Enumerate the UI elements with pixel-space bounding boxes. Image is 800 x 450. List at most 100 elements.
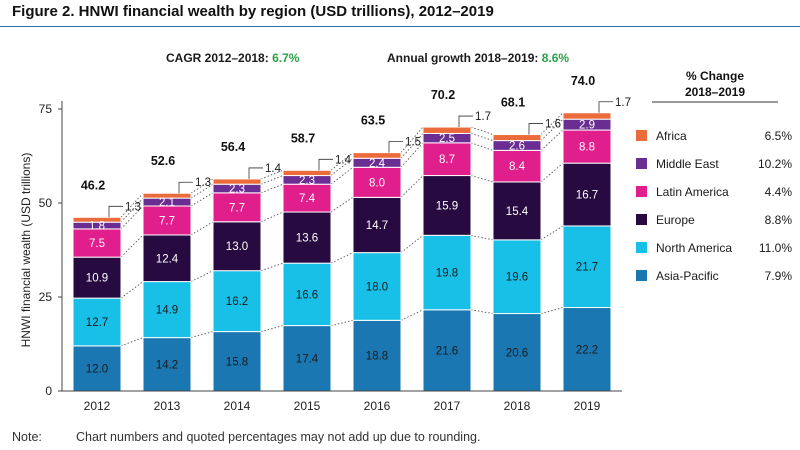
data-label-middle-east: 2.1 [159, 197, 175, 209]
data-label-africa: 1.6 [545, 119, 561, 131]
data-label-north-america: 16.6 [296, 289, 318, 301]
cagr-label-text: CAGR 2012–2018: [166, 51, 269, 65]
total-label: 63.5 [361, 114, 385, 128]
data-label-africa: 1.4 [335, 154, 352, 166]
bar-north-america-2018 [492, 239, 542, 315]
growth-value: 8.6% [542, 51, 570, 65]
connector-line [330, 252, 354, 264]
data-label-latin-america: 8.7 [439, 154, 455, 166]
bar-africa-2018 [492, 134, 542, 142]
data-label-north-america: 18.0 [366, 281, 388, 293]
connector-line [260, 325, 284, 333]
total-label: 74.0 [571, 74, 595, 88]
africa-callout-line [248, 167, 263, 179]
connector-line [400, 309, 424, 321]
data-label-middle-east: 2.3 [229, 184, 245, 196]
x-tick-label: 2017 [434, 399, 461, 413]
data-label-africa: 1.4 [265, 163, 282, 175]
data-label-north-america: 16.2 [226, 296, 248, 308]
legend-label-asia-pacific: Asia-Pacific [656, 269, 719, 283]
africa-callout-line [388, 141, 403, 153]
change-header-period: 2018–2019 [685, 85, 745, 99]
bar-asia-pacific-2019 [562, 307, 612, 392]
growth-label-text: Annual growth 2018–2019: [387, 51, 538, 65]
connector-line [260, 262, 284, 272]
legend-change-middle-east: 10.2% [758, 157, 792, 171]
data-label-north-america: 12.7 [86, 317, 108, 329]
data-label-europe: 16.7 [576, 190, 598, 202]
legend-swatch-middle-east [636, 158, 647, 169]
data-label-asia-pacific: 17.4 [296, 353, 319, 365]
bar-latin-america-2017 [422, 142, 472, 177]
cagr-value: 6.7% [272, 51, 300, 65]
data-label-europe: 12.4 [156, 253, 179, 265]
data-label-europe: 13.6 [296, 233, 318, 245]
figure-title: Figure 2. HNWI financial wealth by regio… [12, 3, 494, 20]
connector-line [330, 196, 354, 213]
legend-change-asia-pacific: 7.9% [765, 269, 793, 283]
legend-change-europe: 8.8% [765, 213, 793, 227]
data-label-north-america: 19.6 [506, 272, 528, 284]
bar-africa-2017 [422, 126, 472, 134]
y-tick-label: 50 [39, 196, 53, 210]
connector-line [190, 183, 214, 199]
legend-swatch-latin-america [636, 186, 647, 197]
data-label-asia-pacific: 14.2 [156, 359, 178, 371]
data-label-asia-pacific: 15.8 [226, 356, 248, 368]
x-tick-label: 2018 [504, 399, 531, 413]
x-tick-label: 2013 [154, 399, 181, 413]
bar-asia-pacific-2017 [422, 309, 472, 392]
africa-callout-line [178, 181, 193, 194]
connector-line [190, 331, 214, 339]
total-label: 46.2 [81, 178, 105, 192]
connector-line [330, 319, 354, 327]
legend-label-north-america: North America [656, 241, 732, 255]
bar-north-america-2016 [352, 252, 402, 321]
connector-line [260, 175, 284, 185]
connector-line [470, 133, 494, 142]
total-label: 56.4 [221, 140, 245, 154]
legend-swatch-north-america [636, 242, 647, 253]
connector-line [330, 152, 354, 171]
bar-north-america-2019 [562, 225, 612, 309]
bar-asia-pacific-2018 [492, 313, 542, 392]
data-label-asia-pacific: 20.6 [506, 347, 528, 359]
data-label-africa: 1.3 [125, 201, 141, 213]
connector-line [400, 234, 424, 253]
x-tick-label: 2019 [574, 399, 601, 413]
total-label: 52.6 [151, 154, 175, 168]
data-label-africa: 1.7 [615, 97, 631, 109]
change-header: % Change [686, 69, 744, 83]
connector-line [470, 234, 494, 241]
connector-line [190, 192, 214, 207]
connector-line [260, 169, 284, 180]
bar-europe-2019 [562, 162, 612, 227]
bar-latin-america-2015 [282, 183, 332, 213]
note-text: Chart numbers and quoted percentages may… [76, 430, 481, 444]
bar-north-america-2013 [142, 281, 192, 339]
bar-europe-2015 [282, 211, 332, 264]
connector-line [260, 183, 284, 194]
legend-label-africa: Africa [656, 129, 687, 143]
bar-europe-2014 [212, 221, 262, 272]
bar-africa-2015 [282, 169, 332, 177]
data-label-north-america: 14.9 [156, 305, 178, 317]
legend-swatch-africa [636, 130, 647, 141]
title-divider [0, 26, 800, 27]
total-label: 68.1 [501, 96, 525, 110]
legend-swatch-asia-pacific [636, 270, 647, 281]
bar-africa-2013 [142, 192, 192, 199]
bar-africa-2019 [562, 112, 612, 120]
legend-change-north-america: 11.0% [759, 241, 792, 255]
legend-label-middle-east: Middle East [656, 157, 719, 171]
y-tick-label: 75 [39, 102, 53, 116]
data-label-africa: 1.3 [195, 177, 211, 189]
data-label-asia-pacific: 12.0 [86, 363, 108, 375]
data-label-africa: 1.7 [475, 111, 491, 123]
data-label-latin-america: 8.8 [579, 142, 595, 154]
bar-africa-2016 [352, 152, 402, 159]
y-tick-label: 0 [45, 384, 52, 398]
connector-line [470, 142, 494, 151]
bar-latin-america-2016 [352, 166, 402, 198]
